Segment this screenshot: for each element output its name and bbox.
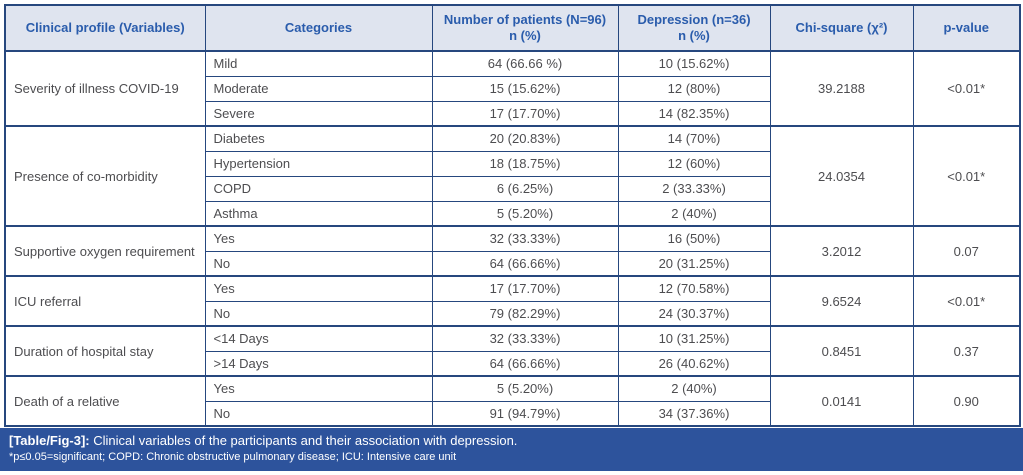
patients-cell: 91 (94.79%) — [431, 400, 619, 427]
depression-cell: 20 (31.25%) — [617, 250, 771, 277]
table-row: No 91 (94.79%) 34 (37.36%) — [5, 400, 1020, 427]
patients-cell: 6 (6.25%) — [431, 175, 619, 202]
depression-cell: 2 (40%) — [617, 200, 771, 227]
table-caption-bar: [Table/Fig-3]: Clinical variables of the… — [0, 428, 1023, 471]
variable-cell: Supportive oxygen requirement — [4, 225, 206, 277]
depression-cell: 26 (40.62%) — [617, 350, 771, 377]
category-cell: No — [204, 250, 433, 277]
clinical-variables-table: Clinical profile (Variables) Categories … — [4, 4, 1021, 427]
depression-cell: 24 (30.37%) — [617, 300, 771, 327]
variable-cell: Death of a relative — [4, 375, 206, 427]
col-header-categories: Categories — [204, 4, 433, 52]
chi-square-cell: 3.2012 — [769, 225, 914, 277]
caption-text: Clinical variables of the participants a… — [89, 433, 518, 448]
category-cell: No — [204, 300, 433, 327]
table-row: Moderate 15 (15.62%) 12 (80%) — [5, 75, 1020, 102]
col-header-chi-square: Chi-square (χ²) — [769, 4, 914, 52]
depression-cell: 14 (70%) — [617, 125, 771, 152]
depression-cell: 10 (15.62%) — [617, 50, 771, 77]
depression-cell: 2 (40%) — [617, 375, 771, 402]
table-row: ICU referral Yes 17 (17.70%) 12 (70.58%)… — [4, 275, 1021, 327]
table-header-row: Clinical profile (Variables) Categories … — [4, 4, 1021, 52]
depression-cell: 16 (50%) — [617, 225, 771, 252]
table-row: Severity of illness COVID-19 Mild 64 (66… — [4, 50, 1021, 127]
depression-cell: 2 (33.33%) — [617, 175, 771, 202]
category-cell: Moderate — [204, 75, 433, 102]
col-header-depression: Depression (n=36) n (%) — [617, 4, 771, 52]
patients-cell: 18 (18.75%) — [431, 150, 619, 177]
category-cell: >14 Days — [204, 350, 433, 377]
table-caption: [Table/Fig-3]: Clinical variables of the… — [9, 433, 1014, 449]
table-row: Hypertension 18 (18.75%) 12 (60%) — [5, 150, 1020, 177]
col-header-patients: Number of patients (N=96) n (%) — [431, 4, 619, 52]
variable-cell: Duration of hospital stay — [4, 325, 206, 377]
depression-cell: 12 (70.58%) — [617, 275, 771, 302]
figure-label: [Table/Fig-3]: — [9, 433, 90, 448]
patients-cell: 17 (17.70%) — [431, 100, 619, 127]
patients-cell: 15 (15.62%) — [431, 75, 619, 102]
category-cell: Yes — [204, 375, 433, 402]
page: Clinical profile (Variables) Categories … — [4, 4, 1021, 427]
patients-cell: 5 (5.20%) — [431, 200, 619, 227]
patients-cell: 64 (66.66%) — [431, 250, 619, 277]
category-cell: Asthma — [204, 200, 433, 227]
abbreviations-note: *p≤0.05=significant; COPD: Chronic obstr… — [9, 451, 457, 464]
patients-cell: 20 (20.83%) — [431, 125, 619, 152]
variable-cell: ICU referral — [4, 275, 206, 327]
table-row: >14 Days 64 (66.66%) 26 (40.62%) — [5, 350, 1020, 377]
table-row: Supportive oxygen requirement Yes 32 (33… — [4, 225, 1021, 277]
table-row: Duration of hospital stay <14 Days 32 (3… — [4, 325, 1021, 377]
depression-cell: 14 (82.35%) — [617, 100, 771, 127]
p-value-cell: 0.07 — [912, 225, 1021, 277]
table-row: COPD 6 (6.25%) 2 (33.33%) — [5, 175, 1020, 202]
category-cell: Hypertension — [204, 150, 433, 177]
table-row: No 79 (82.29%) 24 (30.37%) — [5, 300, 1020, 327]
p-value-cell: <0.01* — [912, 275, 1021, 327]
chi-square-cell: 9.6524 — [769, 275, 914, 327]
variable-cell: Severity of illness COVID-19 — [4, 50, 206, 127]
depression-cell: 12 (80%) — [617, 75, 771, 102]
depression-cell: 10 (31.25%) — [617, 325, 771, 352]
patients-cell: 64 (66.66 %) — [431, 50, 619, 77]
category-cell: Yes — [204, 225, 433, 252]
table-row: Death of a relative Yes 5 (5.20%) 2 (40%… — [4, 375, 1021, 427]
col-header-p-value: p-value — [912, 4, 1021, 52]
table-row: Severe 17 (17.70%) 14 (82.35%) — [5, 100, 1020, 127]
depression-cell: 12 (60%) — [617, 150, 771, 177]
p-value-cell: <0.01* — [912, 125, 1021, 227]
patients-cell: 79 (82.29%) — [431, 300, 619, 327]
p-value-cell: 0.37 — [912, 325, 1021, 377]
patients-cell: 32 (33.33%) — [431, 225, 619, 252]
chi-square-cell: 0.0141 — [769, 375, 914, 427]
category-cell: Severe — [204, 100, 433, 127]
patients-cell: 17 (17.70%) — [431, 275, 619, 302]
chi-square-cell: 24.0354 — [769, 125, 914, 227]
category-cell: Yes — [204, 275, 433, 302]
variable-cell: Presence of co-morbidity — [4, 125, 206, 227]
patients-cell: 5 (5.20%) — [431, 375, 619, 402]
chi-square-cell: 39.2188 — [769, 50, 914, 127]
category-cell: Mild — [204, 50, 433, 77]
category-cell: No — [204, 400, 433, 427]
p-value-cell: <0.01* — [912, 50, 1021, 127]
table-row: Asthma 5 (5.20%) 2 (40%) — [5, 200, 1020, 227]
patients-cell: 64 (66.66%) — [431, 350, 619, 377]
table-row: Presence of co-morbidity Diabetes 20 (20… — [4, 125, 1021, 227]
category-cell: Diabetes — [204, 125, 433, 152]
category-cell: COPD — [204, 175, 433, 202]
category-cell: <14 Days — [204, 325, 433, 352]
p-value-cell: 0.90 — [912, 375, 1021, 427]
patients-cell: 32 (33.33%) — [431, 325, 619, 352]
depression-cell: 34 (37.36%) — [617, 400, 771, 427]
chi-square-cell: 0.8451 — [769, 325, 914, 377]
col-header-clinical-profile: Clinical profile (Variables) — [4, 4, 206, 52]
